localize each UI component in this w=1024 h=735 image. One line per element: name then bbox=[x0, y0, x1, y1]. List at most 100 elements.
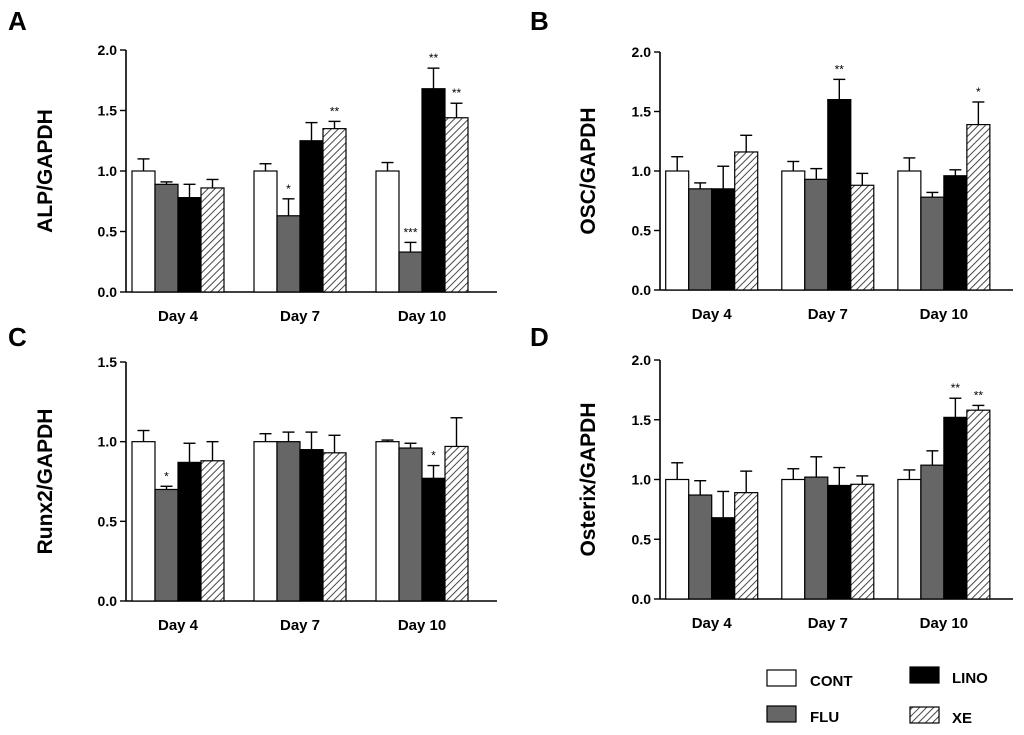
y-axis-label: Osterix/GAPDH bbox=[577, 402, 600, 556]
bar-flu-day-10 bbox=[920, 196, 945, 291]
y-tick-label: 0.5 bbox=[632, 223, 652, 239]
x-tick-label: Day 10 bbox=[920, 615, 968, 632]
bar-cont-day-7 bbox=[253, 170, 278, 293]
bar-xe-day-7 bbox=[322, 128, 347, 293]
y-tick-label: 1.0 bbox=[98, 434, 118, 450]
significance-mark: ** bbox=[429, 51, 439, 65]
bar-lino-day-4 bbox=[711, 188, 736, 291]
bar-lino-day-10 bbox=[421, 88, 446, 293]
bar-cont-day-7 bbox=[781, 170, 806, 291]
significance-mark: ** bbox=[974, 388, 984, 402]
x-tick-label: Day 4 bbox=[692, 615, 733, 632]
legend-label-flu: FLU bbox=[810, 709, 839, 726]
legend-swatch-flu bbox=[766, 705, 797, 723]
bar-lino-day-4 bbox=[711, 517, 736, 600]
y-tick-label: 0.0 bbox=[98, 593, 118, 609]
x-tick-label: Day 4 bbox=[692, 306, 733, 323]
significance-mark: ** bbox=[951, 381, 961, 395]
x-tick-label: Day 10 bbox=[920, 306, 968, 323]
bar-cont-day-4 bbox=[131, 441, 156, 602]
y-axis-label: ALP/GAPDH bbox=[34, 109, 57, 233]
panel-c: C Runx2/GAPDH 0.0 0.5 1.0 1.5 * Day 4 Day 7 * Day … bbox=[8, 322, 497, 634]
y-tick-label: 1.5 bbox=[632, 412, 652, 428]
significance-mark: ** bbox=[330, 104, 340, 118]
y-tick-label: 2.0 bbox=[632, 44, 652, 60]
significance-mark: ** bbox=[452, 86, 462, 100]
bar-flu-day-7 bbox=[804, 476, 829, 600]
y-tick-label: 0.5 bbox=[98, 513, 118, 529]
bar-xe-day-10 bbox=[444, 445, 469, 602]
panel-d: D Osterix/GAPDH 0.0 0.5 1.0 1.5 2.0 Day 4 Day 7 *… bbox=[530, 322, 1013, 632]
x-tick-label: Day 10 bbox=[398, 308, 446, 325]
legend-swatch-xe bbox=[909, 706, 940, 724]
y-tick-label: 0.0 bbox=[98, 284, 118, 300]
bar-xe-day-7 bbox=[322, 452, 347, 602]
legend: CONT FLU LINO XE bbox=[766, 666, 988, 727]
bar-xe-day-10 bbox=[966, 409, 991, 600]
y-axis-label: Runx2/GAPDH bbox=[34, 409, 57, 555]
y-tick-label: 0.5 bbox=[98, 224, 118, 240]
significance-mark: *** bbox=[403, 225, 417, 239]
panel-letter: D bbox=[530, 322, 549, 352]
y-tick-label: 2.0 bbox=[98, 42, 118, 58]
y-tick-label: 1.0 bbox=[632, 163, 652, 179]
y-tick-label: 1.0 bbox=[98, 163, 118, 179]
bar-flu-day-10 bbox=[920, 464, 945, 600]
bar-cont-day-7 bbox=[781, 478, 806, 600]
bar-lino-day-7 bbox=[299, 140, 324, 293]
legend-label-lino: LINO bbox=[952, 670, 988, 687]
bar-lino-day-10 bbox=[421, 477, 446, 602]
legend-label-xe: XE bbox=[952, 710, 972, 727]
bar-xe-day-7 bbox=[850, 483, 875, 600]
y-tick-label: 2.0 bbox=[632, 352, 652, 368]
significance-mark: ** bbox=[835, 62, 845, 76]
bar-lino-day-4 bbox=[177, 461, 202, 602]
y-axis-label: OSC/GAPDH bbox=[577, 107, 600, 234]
bar-flu-day-7 bbox=[804, 178, 829, 291]
y-tick-label: 0.0 bbox=[632, 591, 652, 607]
x-tick-label: Day 10 bbox=[398, 617, 446, 634]
significance-mark: * bbox=[431, 449, 436, 463]
y-tick-label: 1.5 bbox=[632, 104, 652, 120]
bar-cont-day-10 bbox=[897, 478, 922, 600]
y-tick-label: 1.5 bbox=[98, 354, 118, 370]
bar-lino-day-10 bbox=[943, 175, 968, 291]
bar-cont-day-4 bbox=[131, 170, 156, 293]
bar-cont-day-4 bbox=[665, 170, 690, 291]
y-tick-label: 1.0 bbox=[632, 472, 652, 488]
legend-label-cont: CONT bbox=[810, 673, 853, 690]
bar-cont-day-4 bbox=[665, 478, 690, 600]
bar-flu-day-10 bbox=[398, 251, 423, 293]
x-tick-label: Day 7 bbox=[808, 306, 848, 323]
y-tick-label: 1.5 bbox=[98, 103, 118, 119]
bar-cont-day-10 bbox=[375, 170, 400, 293]
y-tick-label: 0.5 bbox=[632, 531, 652, 547]
bar-lino-day-7 bbox=[827, 98, 852, 291]
panel-letter: C bbox=[8, 322, 27, 352]
bar-xe-day-4 bbox=[200, 460, 225, 602]
x-tick-label: Day 7 bbox=[280, 617, 320, 634]
legend-swatch-lino bbox=[909, 666, 940, 684]
bar-lino-day-7 bbox=[827, 484, 852, 600]
significance-mark: * bbox=[286, 182, 291, 196]
bar-xe-day-4 bbox=[200, 187, 225, 293]
x-tick-label: Day 7 bbox=[808, 615, 848, 632]
bar-xe-day-10 bbox=[444, 117, 469, 293]
legend-swatch-cont bbox=[766, 669, 797, 687]
bar-flu-day-10 bbox=[398, 447, 423, 602]
bar-lino-day-10 bbox=[943, 416, 968, 600]
bar-xe-day-4 bbox=[734, 151, 759, 291]
x-tick-label: Day 4 bbox=[158, 308, 199, 325]
panel-b: B OSC/GAPDH 0.0 0.5 1.0 1.5 2.0 Day 4 ** Day 7 * Da… bbox=[530, 6, 1013, 323]
bar-flu-day-4 bbox=[688, 188, 713, 291]
bar-flu-day-7 bbox=[276, 441, 301, 602]
bar-cont-day-10 bbox=[897, 170, 922, 291]
bar-cont-day-10 bbox=[375, 441, 400, 602]
bar-xe-day-10 bbox=[966, 123, 991, 291]
panel-letter: B bbox=[530, 6, 549, 36]
bar-lino-day-7 bbox=[299, 449, 324, 602]
significance-mark: * bbox=[976, 85, 981, 99]
bar-flu-day-4 bbox=[688, 494, 713, 600]
bar-lino-day-4 bbox=[177, 197, 202, 293]
